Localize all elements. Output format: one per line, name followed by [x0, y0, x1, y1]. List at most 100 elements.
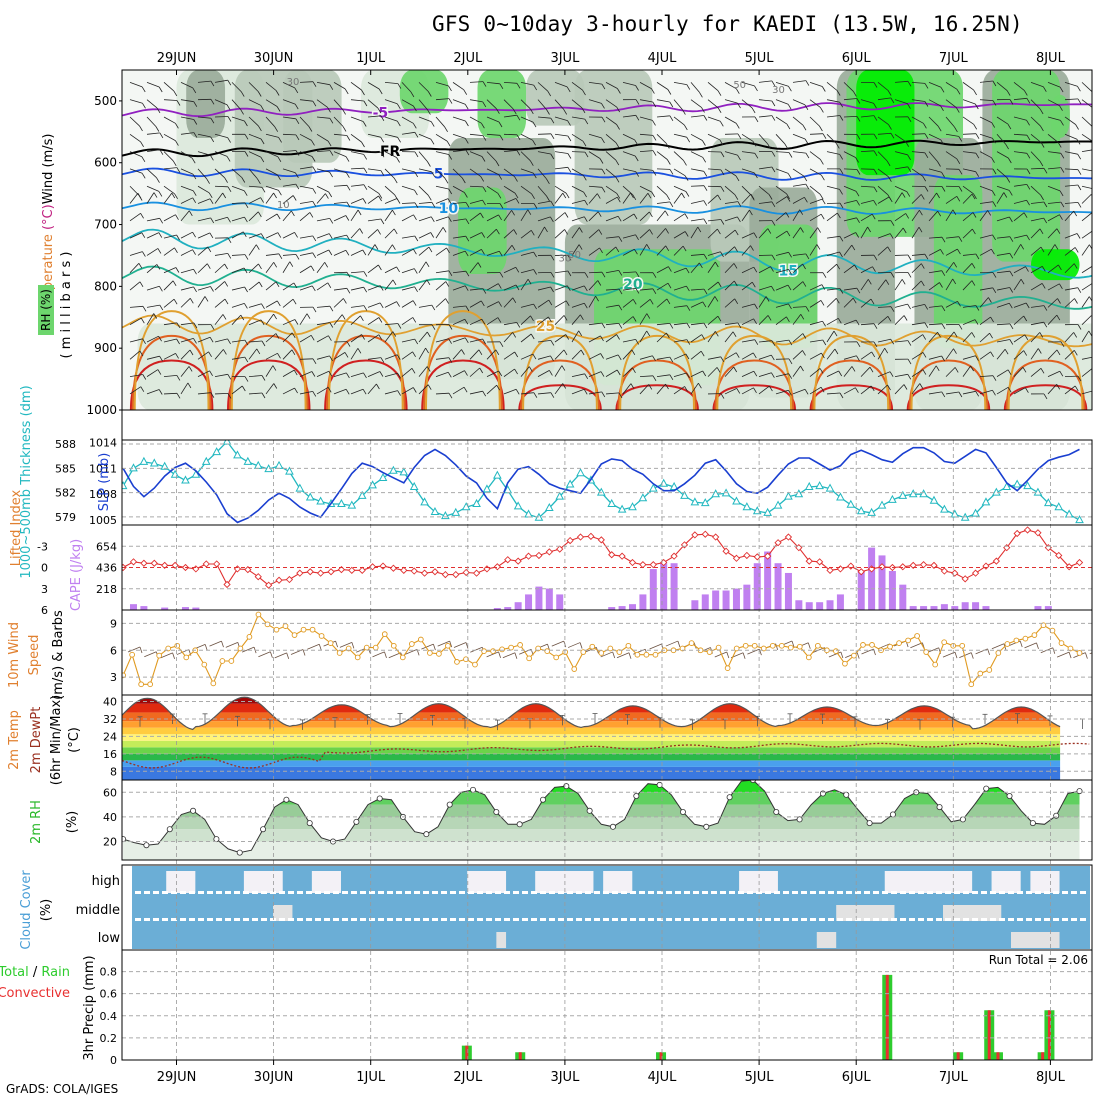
wind-barb: [180, 249, 193, 256]
cape-tick: 436: [96, 562, 117, 575]
wind-barb-flag: [958, 324, 963, 330]
wind-barb-flag: [260, 138, 265, 145]
wind-barb: [384, 81, 398, 84]
wind-barb-flag: [788, 390, 792, 396]
wind-barb-flag: [907, 358, 912, 365]
wind-barb-flag: [1093, 231, 1096, 236]
wind-speed-point: [598, 650, 605, 656]
wind-barb-flag: [261, 340, 266, 347]
wind-barb-flag: [1074, 385, 1079, 392]
wind-barb: [282, 183, 296, 187]
wind-barb: [1081, 116, 1092, 127]
wind-barb-flag: [210, 117, 215, 124]
wind-barb-flag: [856, 355, 860, 362]
wind-barb-flag: [362, 388, 367, 395]
cape-bar: [753, 563, 761, 610]
wind-barb-surface: [127, 646, 141, 653]
wind-barb: [537, 355, 551, 360]
wind-barb-flag: [940, 139, 945, 146]
wind-barb: [826, 235, 840, 239]
wind-barb-flag: [140, 213, 144, 219]
wind-barb-flag: [902, 227, 907, 234]
cloud-clear-area: [816, 932, 837, 948]
wind-barb-flag: [142, 103, 146, 109]
wind-barb: [809, 151, 821, 160]
wind-barb: [401, 338, 415, 343]
wind-barb: [367, 195, 379, 204]
cape-bar: [639, 594, 647, 610]
wind-barb-flag: [803, 175, 808, 182]
thickness-point: [711, 489, 721, 498]
wind-barb-flag: [479, 367, 484, 374]
wind-barb: [214, 216, 228, 222]
wind-barb: [775, 284, 789, 291]
thickness-point: [420, 497, 429, 506]
wind-barb-flag: [312, 306, 317, 313]
cloud-level-divider: [423, 918, 429, 921]
rh-contour-label: 30: [772, 85, 785, 96]
wind-barb-flag: [363, 154, 368, 160]
lifted-index-point: [296, 569, 304, 577]
wind-barb-flag: [974, 319, 979, 325]
wind-barb-flag: [496, 384, 501, 391]
cloud-level-divider: [405, 918, 411, 921]
wind-barb: [197, 370, 210, 377]
cloud-level-divider: [630, 918, 636, 921]
wind-barb: [350, 305, 364, 308]
lifted-index-point: [358, 566, 366, 574]
wind-barb-flag: [953, 331, 958, 338]
cloud-level-divider: [360, 891, 366, 894]
wind-barb: [435, 116, 445, 128]
wind-barb-flag: [563, 109, 568, 115]
wind-barb: [469, 367, 480, 377]
wind-barb-flag: [139, 350, 144, 357]
wind-barb-surface-flag: [1085, 652, 1088, 659]
wind-barb-flag: [204, 296, 209, 302]
wind-barb: [554, 212, 566, 222]
wind-barb-flag: [312, 201, 317, 207]
wind-barb-flag: [873, 115, 878, 121]
wind-barb-flag: [922, 369, 927, 375]
wind-barb-flag: [1009, 339, 1014, 345]
wind-barb-flag: [958, 236, 963, 242]
temperature-axis-label: (6hr Min/Max): [49, 695, 64, 785]
pressure-tick-label: 800: [94, 279, 117, 293]
cloud-level-divider: [909, 891, 915, 894]
wind-barb: [622, 339, 636, 343]
wind-barb: [248, 82, 259, 92]
wind-barb-surface: [160, 652, 173, 659]
wind-barb-flag: [907, 116, 912, 123]
wind-barb: [367, 99, 379, 109]
wind-panel: [122, 611, 1092, 688]
wind-barb: [163, 151, 174, 162]
rh2m-point: [726, 794, 733, 801]
wind-barb-flag: [293, 282, 298, 289]
wind-barb-surface-flag: [498, 651, 501, 659]
wind-barb-surface: [274, 652, 287, 659]
cloud-level-divider: [297, 918, 303, 921]
cloud-clear-area: [884, 871, 973, 893]
cloud-level-divider: [504, 891, 510, 894]
wind-barb-flag: [873, 82, 878, 88]
wind-barb: [163, 192, 173, 204]
wind-barb-flag: [514, 351, 519, 358]
wind-barb: [367, 185, 380, 194]
wind-barb: [503, 198, 517, 204]
wind-barb-flag: [294, 87, 299, 94]
thickness-point: [170, 469, 180, 478]
wind-barb-flag: [601, 187, 606, 193]
wind-barb-flag: [703, 288, 708, 295]
thickness-point: [742, 502, 752, 511]
cloud-level-divider: [900, 918, 906, 921]
wind-barb: [214, 99, 228, 106]
wind-barb-flag: [839, 168, 844, 175]
wind-barb-surface-flag: [1068, 652, 1072, 659]
wind-barb-flag: [461, 349, 465, 355]
wind-barb: [1047, 167, 1061, 170]
wind-barb: [1013, 350, 1024, 360]
wind-barb-flag: [1073, 210, 1078, 217]
wind-barb: [197, 198, 211, 204]
wind-barb-flag: [277, 174, 281, 181]
wind-barb: [197, 246, 209, 256]
cloud-level-divider: [540, 891, 546, 894]
